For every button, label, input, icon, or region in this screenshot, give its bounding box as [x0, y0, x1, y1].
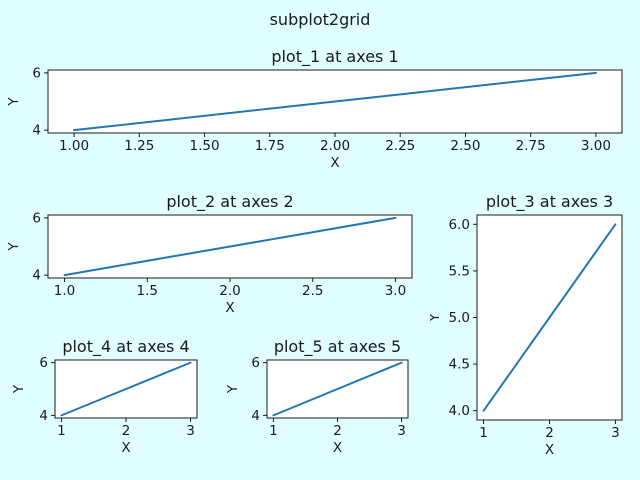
y-tick-label: 6: [32, 210, 41, 226]
subplot-plot-1: 1.00 1.25 1.50 1.75 2.00 2.25 2.50 2.75 3.00 4 6 pl…: [0, 40, 640, 185]
x-axis-label: X: [330, 155, 339, 171]
data-line: [63, 216, 397, 277]
subplot-title: plot_2 at axes 2: [166, 192, 293, 212]
x-tick-label: 1: [57, 423, 66, 439]
y-tick-label: 6: [39, 355, 48, 371]
y-tick-label: 4: [39, 408, 48, 424]
y-tick-label: 4: [32, 268, 41, 284]
y-tick-label: 5.5: [449, 263, 470, 279]
y-tick-label: 6.0: [449, 217, 470, 233]
y-axis-label: Y: [6, 242, 22, 252]
x-tick-label: 2.00: [320, 138, 350, 154]
x-tick-label: 2.75: [516, 138, 546, 154]
x-tick-label: 1.0: [54, 283, 75, 299]
y-tick-label: 6: [32, 65, 41, 81]
data-line: [482, 223, 617, 412]
subplot-plot-2: 1.0 1.5 2.0 2.5 3.0 4 6 plot_2 at axes 2 X Y: [0, 185, 440, 330]
y-tick-label: 4: [32, 123, 41, 139]
x-tick-label: 2: [333, 423, 342, 439]
x-tick-label: 2.0: [219, 283, 240, 299]
figure-suptitle: subplot2grid: [269, 10, 371, 29]
x-tick-label: 1.5: [137, 283, 158, 299]
x-tick-label: 3.00: [581, 138, 611, 154]
y-tick-label: 4.5: [449, 357, 470, 373]
x-tick-label: 3: [397, 423, 406, 439]
y-tick-label: 5.0: [449, 310, 470, 326]
data-line: [60, 361, 192, 417]
x-tick-label: 3: [611, 425, 620, 441]
x-axis-label: X: [121, 440, 130, 456]
y-tick-label: 4.0: [449, 403, 470, 419]
y-axis-label: Y: [6, 97, 22, 107]
x-tick-label: 1: [479, 425, 488, 441]
subplot-plot-5: 1 2 3 4 6 plot_5 at axes 5 X Y: [220, 335, 440, 480]
y-tick-label: 4: [251, 408, 260, 424]
x-axis-label: X: [225, 300, 234, 316]
x-tick-label: 2: [122, 423, 131, 439]
subplot-title: plot_5 at axes 5: [274, 337, 401, 357]
x-tick-label: 1.50: [190, 138, 220, 154]
subplot-title: plot_3 at axes 3: [486, 192, 613, 212]
subplot-title: plot_1 at axes 1: [271, 47, 398, 67]
x-tick-label: 2: [545, 425, 554, 441]
y-axis-label: Y: [11, 384, 27, 394]
data-line: [73, 71, 597, 132]
x-tick-label: 1.25: [124, 138, 154, 154]
subplot-plot-4: 1 2 3 4 6 plot_4 at axes 4 X Y: [0, 335, 220, 480]
x-axis-label: X: [545, 442, 554, 458]
y-axis-label: Y: [430, 313, 443, 323]
x-tick-label: 2.50: [450, 138, 480, 154]
x-tick-label: 2.25: [385, 138, 415, 154]
x-tick-label: 3: [186, 423, 195, 439]
y-tick-label: 6: [251, 355, 260, 371]
x-tick-label: 2.5: [302, 283, 323, 299]
subplot-title: plot_4 at axes 4: [62, 337, 189, 357]
subplot-plot-3: 1 2 3 4.0 4.5 5.0 5.5 6.0 plot_3 at axes 3 X Y: [430, 185, 640, 480]
data-line: [272, 361, 403, 417]
x-tick-label: 1.00: [59, 138, 89, 154]
x-tick-label: 3.0: [385, 283, 406, 299]
x-tick-label: 1: [269, 423, 278, 439]
x-axis-label: X: [333, 440, 342, 456]
y-axis-label: Y: [225, 384, 241, 394]
x-tick-label: 1.75: [255, 138, 285, 154]
